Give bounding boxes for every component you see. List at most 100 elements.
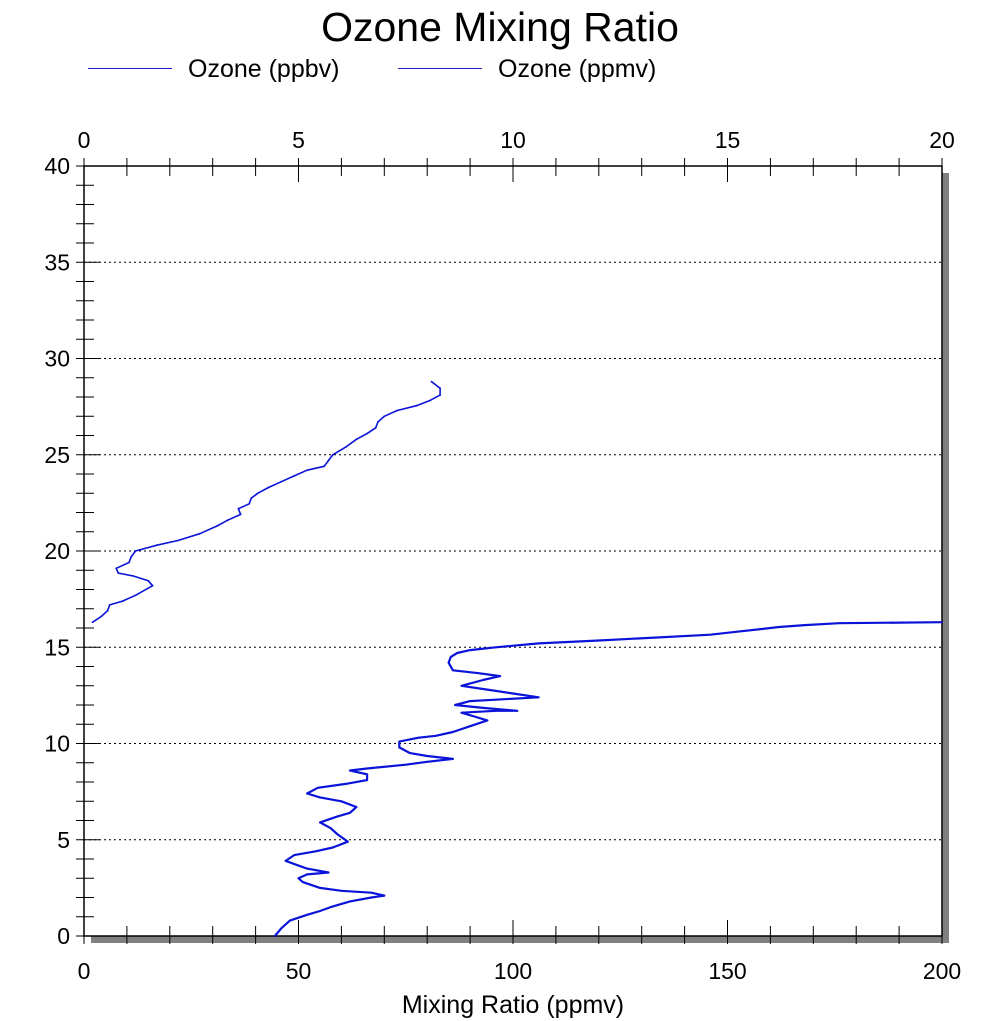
- x-bottom-tick-label-0: 0: [78, 958, 91, 984]
- data-point-ozone-ppbv-46: [434, 734, 437, 737]
- data-point-ozone-ppmv-36: [383, 415, 386, 418]
- data-point-ozone-ppmv-3: [108, 604, 111, 606]
- data-point-ozone-ppmv-24: [267, 486, 270, 489]
- x-top-tick-label-15: 15: [715, 127, 741, 153]
- data-point-ozone-ppmv-23: [256, 492, 259, 495]
- data-point-ozone-ppbv-5: [329, 906, 332, 908]
- data-point-ozone-ppbv-59: [512, 692, 514, 695]
- y-tick-label-30: 30: [44, 346, 70, 372]
- data-point-ozone-ppbv-18: [284, 860, 287, 862]
- data-point-ozone-ppmv-21: [248, 502, 251, 505]
- data-point-ozone-ppmv-25: [280, 480, 283, 483]
- data-point-ozone-ppbv-35: [366, 773, 368, 776]
- data-point-ozone-ppbv-48: [469, 725, 471, 728]
- data-point-ozone-ppbv-80: [941, 621, 943, 624]
- data-point-ozone-ppmv-39: [428, 399, 431, 402]
- data-point-ozone-ppbv-42: [409, 752, 411, 754]
- data-point-ozone-ppbv-17: [295, 863, 298, 866]
- plot-frame: [83, 165, 943, 937]
- data-point-ozone-ppmv-38: [415, 404, 418, 407]
- data-point-ozone-ppbv-21: [331, 846, 334, 849]
- data-point-ozone-ppmv-11: [128, 561, 130, 564]
- data-point-ozone-ppbv-6: [349, 900, 351, 903]
- data-point-ozone-ppmv-41: [439, 387, 441, 390]
- data-point-ozone-ppbv-36: [349, 769, 351, 772]
- data-point-ozone-ppbv-56: [469, 700, 471, 702]
- data-point-ozone-ppbv-28: [355, 806, 358, 808]
- data-point-ozone-ppmv-16: [198, 532, 201, 535]
- data-point-ozone-ppbv-50: [473, 715, 476, 718]
- data-point-ozone-ppbv-2: [289, 919, 291, 922]
- data-point-ozone-ppbv-0: [274, 935, 276, 937]
- y-tick-label-15: 15: [44, 634, 70, 660]
- data-point-ozone-ppmv-7: [147, 579, 150, 582]
- data-point-ozone-ppmv-28: [323, 465, 326, 468]
- plot-shadow-right: [942, 173, 949, 943]
- data-point-ozone-ppbv-31: [306, 792, 308, 795]
- x-top-tick-label-20: 20: [929, 127, 955, 153]
- data-point-ozone-ppbv-9: [370, 891, 373, 894]
- data-point-ozone-ppmv-4: [121, 600, 124, 602]
- data-point-ozone-ppbv-57: [503, 698, 506, 701]
- data-point-ozone-ppmv-34: [374, 426, 377, 429]
- data-point-ozone-ppbv-74: [709, 633, 712, 636]
- chart-title: Ozone Mixing Ratio: [321, 4, 679, 50]
- data-point-ozone-ppmv-9: [117, 572, 120, 574]
- data-point-ozone-ppbv-44: [398, 740, 401, 743]
- data-point-ozone-ppbv-67: [449, 656, 452, 658]
- data-point-ozone-ppbv-54: [482, 707, 484, 709]
- data-point-ozone-ppbv-71: [537, 642, 540, 645]
- data-point-ozone-ppmv-29: [327, 459, 330, 462]
- data-point-ozone-ppmv-13: [134, 550, 137, 552]
- data-point-ozone-ppbv-8: [383, 894, 386, 897]
- data-point-ozone-ppmv-31: [344, 446, 347, 448]
- data-point-ozone-ppbv-30: [319, 796, 321, 799]
- gridlines: [84, 261, 942, 841]
- data-point-ozone-ppbv-15: [327, 871, 330, 874]
- data-point-ozone-ppbv-25: [319, 821, 321, 824]
- data-point-ozone-ppbv-12: [301, 881, 304, 883]
- legend-item-ozone-ppbv: Ozone (ppbv): [88, 55, 388, 83]
- data-point-ozone-ppbv-69: [469, 649, 471, 651]
- data-point-ozone-ppbv-66: [447, 661, 450, 664]
- data-point-ozone-ppbv-78: [803, 624, 806, 626]
- data-point-ozone-ppmv-26: [293, 475, 296, 477]
- data-point-ozone-ppbv-72: [597, 639, 600, 642]
- x-top-tick-label-0: 0: [78, 127, 91, 153]
- data-point-ozone-ppbv-20: [314, 850, 317, 853]
- x-bottom-tick-label-50: 50: [286, 958, 312, 984]
- data-point-ozone-ppmv-33: [366, 432, 368, 435]
- data-point-ozone-ppbv-70: [494, 646, 497, 649]
- data-point-ozone-ppbv-14: [306, 873, 308, 876]
- data-point-ozone-ppbv-19: [293, 854, 296, 856]
- x-top-tick-label-5: 5: [292, 127, 305, 153]
- data-point-ozone-ppmv-12: [130, 555, 133, 558]
- x-bottom-tick-label-100: 100: [494, 958, 532, 984]
- data-point-ozone-ppmv-5: [134, 594, 137, 597]
- data-point-ozone-ppbv-61: [460, 684, 463, 687]
- tick-labels: 0 5 10 15 20 25 30 35 40 0 50 100 150 200 0 5 10 15 20: [44, 127, 961, 984]
- x-bottom-tick-label-200: 200: [923, 958, 961, 984]
- data-point-ozone-ppmv-37: [396, 409, 399, 412]
- data-point-ozone-ppbv-58: [537, 696, 540, 699]
- data-point-ozone-ppmv-0: [91, 621, 94, 624]
- data-point-ozone-ppbv-63: [499, 675, 501, 677]
- data-point-ozone-ppbv-49: [486, 719, 489, 722]
- x-axis-title: Mixing Ratio (ppmv): [402, 991, 624, 1019]
- data-point-ozone-ppmv-27: [306, 469, 308, 472]
- y-tick-label-40: 40: [44, 153, 70, 179]
- data-point-ozone-ppbv-23: [336, 833, 338, 835]
- data-point-ozone-ppbv-64: [477, 672, 480, 675]
- data-point-ozone-ppbv-60: [486, 688, 489, 691]
- data-point-ozone-ppbv-68: [456, 652, 459, 654]
- data-point-ozone-ppmv-2: [106, 609, 109, 612]
- y-tick-label-10: 10: [44, 731, 70, 757]
- data-point-ozone-ppbv-13: [297, 877, 300, 880]
- x-top-tick-label-10: 10: [500, 127, 526, 153]
- data-point-ozone-ppmv-8: [132, 575, 135, 577]
- x-bottom-tick-label-150: 150: [708, 958, 746, 984]
- data-point-ozone-ppmv-14: [156, 544, 158, 547]
- data-point-ozone-ppbv-47: [452, 731, 454, 733]
- series-layer: [91, 380, 943, 937]
- data-point-ozone-ppbv-45: [417, 736, 420, 739]
